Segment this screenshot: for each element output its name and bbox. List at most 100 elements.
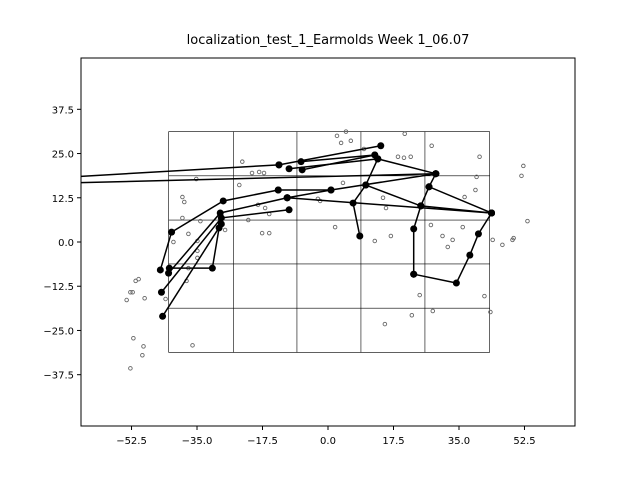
scatter-point: [500, 242, 505, 248]
scatter-point: [343, 129, 349, 134]
plot-area: [25, 129, 530, 371]
x-tick-label: 0.0: [320, 436, 336, 447]
scatter-point: [409, 312, 415, 318]
connection-point: [157, 288, 165, 296]
connection-point: [219, 197, 227, 205]
connection-point: [410, 270, 418, 278]
connection-point: [298, 166, 306, 174]
scatter-point: [182, 199, 187, 205]
scatter-point: [401, 155, 407, 161]
scatter-point: [417, 292, 422, 298]
scatter-point: [141, 344, 146, 349]
scatter-point: [246, 217, 251, 223]
y-tick-label: −25.0: [43, 326, 74, 337]
scatter-point: [334, 133, 340, 139]
connection-point: [25, 180, 32, 187]
connection-line: [278, 145, 381, 166]
scatter-point: [171, 239, 176, 245]
connection-point: [217, 214, 225, 222]
scatter-point: [445, 244, 451, 250]
connection-point: [297, 158, 305, 166]
connection-point: [362, 181, 370, 189]
y-tick-label: 37.5: [52, 105, 74, 116]
y-tick-label: 12.5: [52, 194, 74, 205]
scatter-point: [428, 222, 434, 228]
connection-line: [287, 189, 332, 199]
scatter-point: [240, 159, 245, 164]
scatter-point: [462, 194, 467, 200]
connection-line: [287, 197, 492, 214]
connection-point: [410, 225, 418, 233]
connection-line: [302, 154, 375, 171]
x-tick-label: 52.5: [513, 436, 535, 447]
scatter-point: [124, 297, 129, 303]
connection-point: [452, 279, 460, 287]
scatter-point: [259, 230, 265, 236]
x-tick-label: 35.0: [448, 436, 470, 447]
scatter-point: [222, 227, 228, 233]
connection-point: [274, 186, 282, 194]
scatter-point: [388, 233, 394, 239]
connection-line: [300, 154, 375, 163]
connection-line: [81, 172, 436, 184]
connection-point: [165, 264, 173, 272]
connection-point: [474, 230, 482, 238]
scatter-point: [450, 237, 455, 243]
scatter-point: [482, 293, 487, 299]
connection-point: [327, 186, 335, 194]
x-tick-label: −17.5: [247, 436, 278, 447]
scatter-point: [490, 237, 495, 243]
connection-point: [488, 209, 496, 217]
connection-line: [377, 158, 436, 175]
scatter-point: [256, 169, 262, 175]
scatter-point: [460, 224, 465, 230]
scatter-point: [128, 366, 133, 371]
connection-point: [285, 165, 293, 173]
connection-point: [215, 224, 223, 232]
connection-point: [466, 251, 474, 259]
connection-point: [159, 312, 167, 320]
connection-line: [413, 212, 493, 284]
connection-line: [159, 189, 279, 271]
y-tick-label: −12.5: [43, 282, 74, 293]
scatter-point: [395, 154, 401, 159]
scatter-point: [488, 309, 493, 315]
scatter-point: [186, 231, 191, 237]
scatter-point: [262, 205, 268, 211]
connection-line: [352, 158, 379, 237]
scatter-point: [382, 321, 388, 327]
scatter-point: [372, 238, 378, 244]
scatter-point: [519, 173, 524, 179]
connection-point: [283, 194, 291, 202]
scatter-point: [440, 233, 445, 239]
scatter-point: [380, 195, 386, 201]
scatter-point: [383, 205, 389, 211]
y-tick-label: 0.0: [58, 238, 74, 249]
scatter-point: [338, 140, 344, 146]
x-tick-label: −35.0: [182, 436, 213, 447]
scatter-point: [131, 335, 136, 341]
x-tick-label: −52.5: [116, 436, 147, 447]
connection-point: [25, 176, 32, 183]
scatter-point: [525, 218, 530, 224]
connection-line: [160, 209, 290, 293]
scatter-point: [237, 182, 242, 188]
scatter-point: [163, 296, 168, 302]
connection-line: [81, 164, 280, 178]
connection-point: [425, 183, 433, 191]
connection-line: [169, 227, 220, 269]
scatter-point: [249, 170, 255, 176]
y-tick-label: 25.0: [52, 150, 74, 161]
scatter-point: [332, 224, 338, 230]
connection-point: [156, 266, 164, 274]
scatter-point: [133, 278, 138, 284]
connection-point: [417, 202, 425, 210]
connection-line: [412, 186, 430, 275]
scatter-point: [266, 230, 272, 236]
scatter-point: [402, 131, 407, 136]
chart-title: localization_test_1_Earmolds Week 1_06.0…: [187, 33, 470, 48]
connection-point: [168, 228, 176, 236]
scatter-point: [198, 218, 203, 224]
scatter-point: [142, 296, 147, 301]
